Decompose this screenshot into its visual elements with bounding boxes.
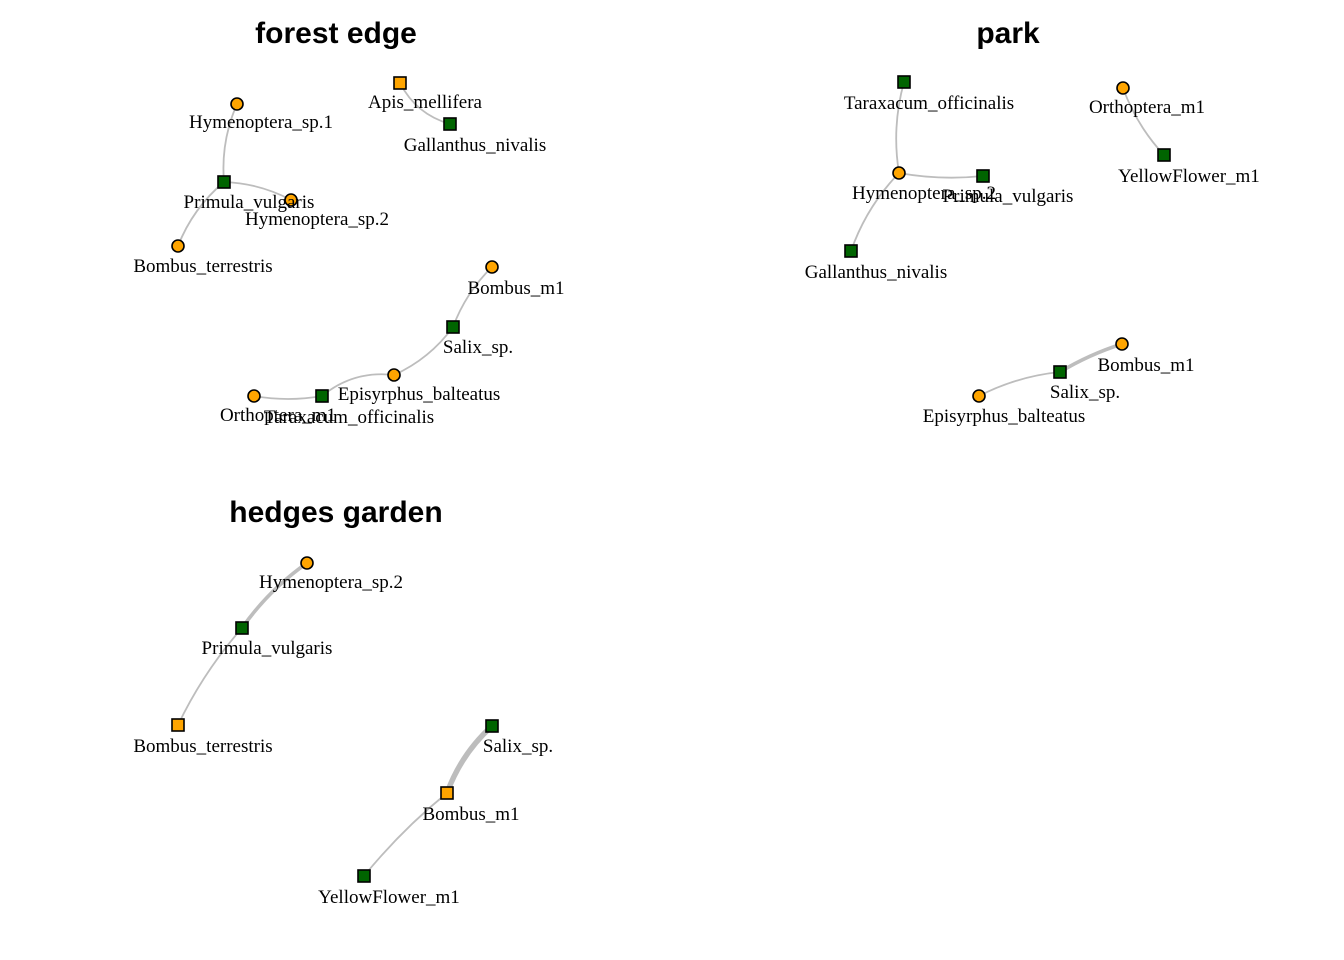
node-park-primula-vulgaris [976, 169, 990, 183]
node-label-park-episyrphus-balteatus: Episyrphus_balteatus [923, 406, 1086, 427]
edge-park-hymenoptera-sp-2-gallanthus-nivalis [850, 172, 900, 252]
node-label-park-orthoptera-m1: Orthoptera_m1 [1089, 97, 1205, 118]
node-forest-edge-apis-mellifera [393, 76, 407, 90]
node-label-forest-edge-orthoptera-m1: Orthoptera_m1 [220, 405, 336, 426]
nodes-forest-edge [171, 76, 499, 403]
edges-hedges-garden [177, 561, 495, 877]
node-forest-edge-salix-sp [446, 320, 460, 334]
node-label-park-yellowflower-m1: YellowFlower_m1 [1118, 166, 1260, 187]
panel-park: park Taraxacum_officinalis Orthoptera_m1 Y… [805, 17, 1260, 427]
panel-title-park: park [976, 17, 1040, 50]
edges-park [850, 81, 1165, 397]
node-park-bombus-m1 [1115, 337, 1129, 351]
labels-forest-edge: Apis_mellifera Gallanthus_nivalis Hymenopt… [133, 92, 564, 428]
node-label-forest-edge-hymenoptera-sp-2: Hymenoptera_sp.2 [245, 209, 389, 230]
edge-park-taraxacum-officinalis-hymenoptera-sp-2 [895, 81, 905, 174]
node-label-park-taraxacum-officinalis: Taraxacum_officinalis [844, 93, 1014, 114]
node-forest-edge-bombus-m1 [485, 260, 499, 274]
node-hedges-garden-primula-vulgaris [235, 621, 249, 635]
nodes-hedges-garden [171, 556, 499, 883]
node-label-hedges-garden-yellowflower-m1: YellowFlower_m1 [318, 887, 460, 908]
edge-hedges-garden-hymenoptera-sp-2-primula-vulgaris [240, 561, 309, 630]
node-label-hedges-garden-hymenoptera-sp-2: Hymenoptera_sp.2 [259, 572, 403, 593]
node-park-yellowflower-m1 [1157, 148, 1171, 162]
edge-park-hymenoptera-sp-2-primula-vulgaris [898, 172, 984, 179]
node-hedges-garden-yellowflower-m1 [357, 869, 371, 883]
node-label-park-hymenoptera-sp-2: Hymenoptera_sp.2 [852, 183, 996, 204]
panel-hedges-garden: hedges garden Hymenoptera_sp.2 Primula_vu… [133, 496, 553, 908]
labels-park: Taraxacum_officinalis Orthoptera_m1 Yellow… [805, 93, 1260, 427]
nodes-park [844, 75, 1171, 403]
node-forest-edge-taraxacum-officinalis [315, 389, 329, 403]
node-forest-edge-episyrphus-balteatus [387, 368, 401, 382]
node-park-episyrphus-balteatus [972, 389, 986, 403]
labels-hedges-garden: Hymenoptera_sp.2 Primula_vulgaris Bombus_t… [133, 572, 553, 908]
node-label-park-gallanthus-nivalis: Gallanthus_nivalis [805, 262, 947, 283]
node-forest-edge-orthoptera-m1 [247, 389, 261, 403]
node-park-salix-sp [1053, 365, 1067, 379]
panel-title-hedges-garden: hedges garden [229, 496, 442, 529]
node-park-taraxacum-officinalis [897, 75, 911, 89]
panel-forest-edge: forest edge Apis_mellifera Gallanthus_niv… [133, 17, 564, 428]
node-forest-edge-hymenoptera-sp-1 [230, 97, 244, 111]
node-label-forest-edge-bombus-terrestris: Bombus_terrestris [133, 256, 272, 277]
panel-title-forest-edge: forest edge [255, 17, 417, 50]
edge-hedges-garden-bombus-m1-yellowflower-m1 [363, 792, 448, 877]
node-label-forest-edge-hymenoptera-sp-1: Hymenoptera_sp.1 [189, 112, 333, 133]
node-label-park-primula-vulgaris: Primula_vulgaris [943, 186, 1074, 207]
node-hedges-garden-hymenoptera-sp-2 [300, 556, 314, 570]
node-label-forest-edge-salix-sp: Salix_sp. [443, 337, 513, 358]
node-label-forest-edge-taraxacum-officinalis: Taraxacum_officinalis [264, 407, 434, 428]
node-forest-edge-hymenoptera-sp-2 [284, 193, 298, 207]
node-hedges-garden-bombus-terrestris [171, 718, 185, 732]
node-label-hedges-garden-salix-sp: Salix_sp. [483, 736, 553, 757]
node-label-forest-edge-apis-mellifera: Apis_mellifera [368, 92, 483, 113]
node-hedges-garden-bombus-m1 [440, 786, 454, 800]
node-park-gallanthus-nivalis [844, 244, 858, 258]
node-label-park-bombus-m1: Bombus_m1 [1097, 355, 1194, 376]
node-label-forest-edge-primula-vulgaris: Primula_vulgaris [184, 192, 315, 213]
node-forest-edge-bombus-terrestris [171, 239, 185, 253]
edge-forest-edge-orthoptera-m1-taraxacum-officinalis [253, 395, 323, 400]
node-forest-edge-gallanthus-nivalis [443, 117, 457, 131]
edge-forest-edge-hymenoptera-sp-1-primula-vulgaris [222, 103, 238, 183]
node-label-hedges-garden-bombus-terrestris: Bombus_terrestris [133, 736, 272, 757]
edge-park-salix-sp-episyrphus-balteatus [978, 371, 1061, 397]
node-hedges-garden-salix-sp [485, 719, 499, 733]
node-label-hedges-garden-bombus-m1: Bombus_m1 [422, 804, 519, 825]
node-label-forest-edge-bombus-m1: Bombus_m1 [467, 278, 564, 299]
node-forest-edge-primula-vulgaris [217, 175, 231, 189]
node-park-hymenoptera-sp-2 [892, 166, 906, 180]
node-label-hedges-garden-primula-vulgaris: Primula_vulgaris [202, 638, 333, 659]
node-label-forest-edge-episyrphus-balteatus: Episyrphus_balteatus [338, 384, 501, 405]
node-label-forest-edge-gallanthus-nivalis: Gallanthus_nivalis [404, 135, 546, 156]
node-label-park-salix-sp: Salix_sp. [1050, 382, 1120, 403]
edge-hedges-garden-primula-vulgaris-bombus-terrestris [177, 627, 243, 726]
node-park-orthoptera-m1 [1116, 81, 1130, 95]
